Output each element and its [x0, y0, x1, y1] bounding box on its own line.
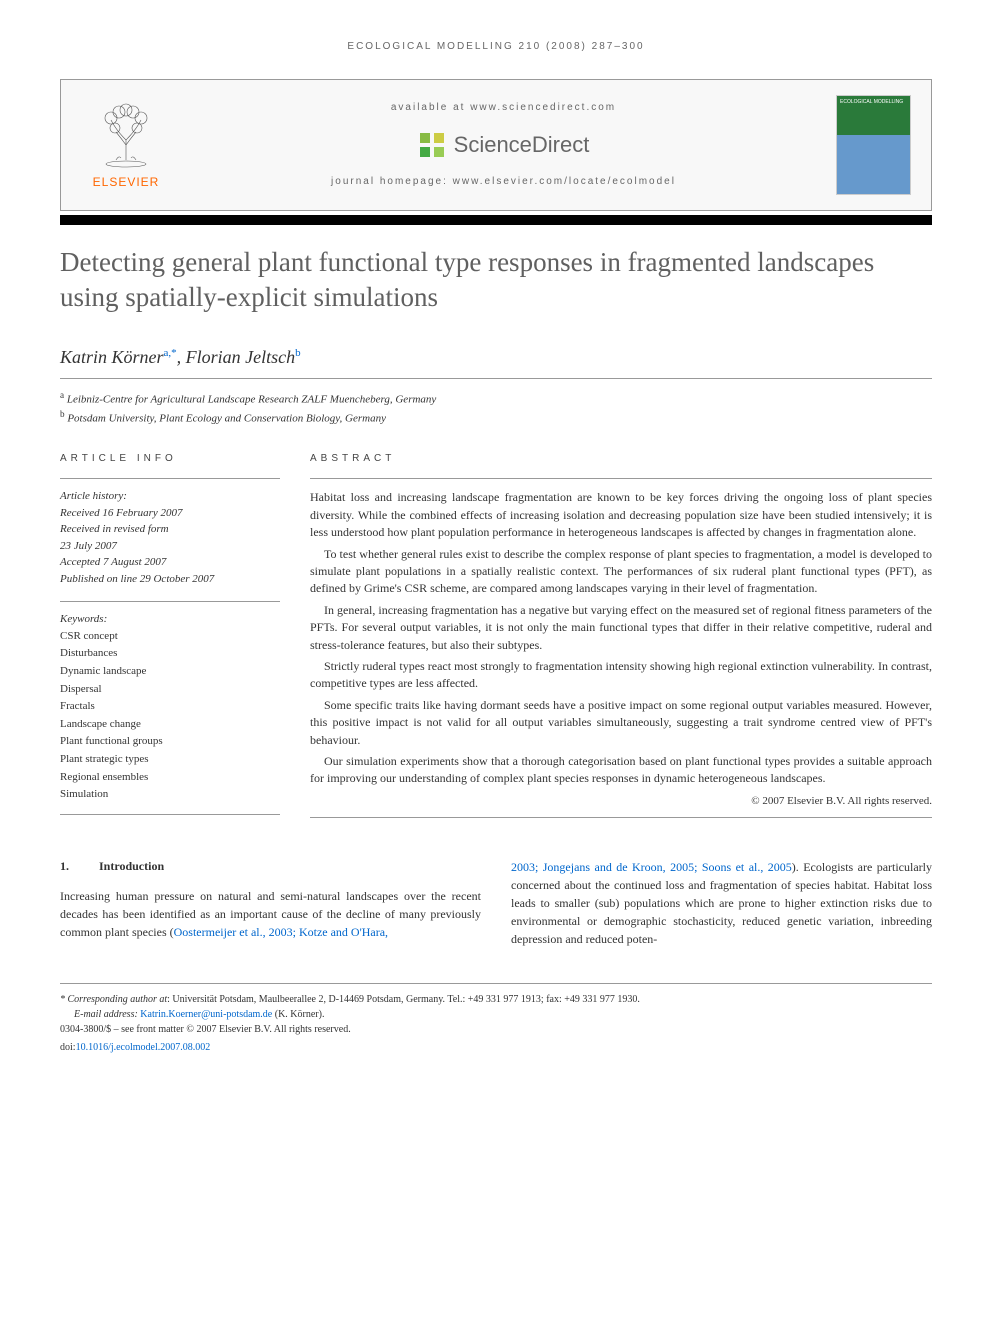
history-accepted: Accepted 7 August 2007 — [60, 554, 280, 571]
available-at-text: available at www.sciencedirect.com — [191, 101, 816, 115]
abstract-p4: Strictly ruderal types react most strong… — [310, 658, 932, 693]
history-label: Article history: — [60, 489, 280, 504]
info-abstract-row: ARTICLE INFO Article history: Received 1… — [60, 452, 932, 828]
journal-homepage-text: journal homepage: www.elsevier.com/locat… — [191, 175, 816, 189]
sciencedirect-icon — [418, 131, 446, 159]
doi-line: doi:10.1016/j.ecolmodel.2007.08.002 — [60, 1041, 932, 1055]
keyword-item: CSR concept — [60, 628, 280, 646]
author-sep: , — [177, 347, 186, 367]
citation-link[interactable]: Oostermeijer et al., 2003; Kotze and O'H… — [174, 925, 388, 939]
aff-a-text: Leibniz-Centre for Agricultural Landscap… — [64, 394, 436, 406]
corresponding-author-note: * Corresponding author at: Universität P… — [60, 992, 932, 1007]
divider — [310, 817, 932, 818]
email-suffix: (K. Körner). — [272, 1009, 324, 1020]
aff-b-text: Potsdam University, Plant Ecology and Co… — [65, 413, 386, 425]
keyword-item: Disturbances — [60, 645, 280, 663]
keyword-item: Landscape change — [60, 716, 280, 734]
article-info-col: ARTICLE INFO Article history: Received 1… — [60, 452, 280, 828]
running-head: ECOLOGICAL MODELLING 210 (2008) 287–300 — [60, 40, 932, 54]
abstract-p5: Some specific traits like having dormant… — [310, 697, 932, 749]
abstract-p2: To test whether general rules exist to d… — [310, 546, 932, 598]
page-footer: * Corresponding author at: Universität P… — [60, 983, 932, 1055]
keyword-item: Dispersal — [60, 681, 280, 699]
black-divider-bar — [60, 215, 932, 225]
cover-title: ECOLOGICAL MODELLING — [837, 96, 910, 109]
abstract-p1: Habitat loss and increasing landscape fr… — [310, 489, 932, 541]
keyword-item: Regional ensembles — [60, 769, 280, 787]
history-revised-1: Received in revised form — [60, 521, 280, 538]
elsevier-tree-icon — [91, 100, 161, 170]
divider — [60, 601, 280, 602]
abstract-p6: Our simulation experiments show that a t… — [310, 753, 932, 788]
affiliation-a: a Leibniz-Centre for Agricultural Landsc… — [60, 389, 932, 408]
body-col-left: 1. Introduction Increasing human pressure… — [60, 858, 481, 948]
email-link[interactable]: Katrin.Koerner@uni-potsdam.de — [140, 1009, 272, 1020]
journal-header-box: ELSEVIER available at www.sciencedirect.… — [60, 79, 932, 211]
affiliations-block: a Leibniz-Centre for Agricultural Landsc… — [60, 389, 932, 427]
authors-line: Katrin Körnera,*, Florian Jeltschb — [60, 345, 932, 370]
keywords-label: Keywords: — [60, 612, 280, 627]
elsevier-name: ELSEVIER — [93, 174, 160, 191]
article-title: Detecting general plant functional type … — [60, 245, 932, 315]
keyword-item: Fractals — [60, 698, 280, 716]
divider — [60, 378, 932, 379]
history-published: Published on line 29 October 2007 — [60, 571, 280, 588]
body-paragraph-left: Increasing human pressure on natural and… — [60, 887, 481, 941]
journal-cover-thumbnail: ECOLOGICAL MODELLING — [836, 95, 911, 195]
section-1-num: 1. — [60, 858, 69, 875]
body-paragraph-right: 2003; Jongejans and de Kroon, 2005; Soon… — [511, 858, 932, 948]
abstract-copyright: © 2007 Elsevier B.V. All rights reserved… — [310, 794, 932, 809]
keyword-item: Dynamic landscape — [60, 663, 280, 681]
abstract-col: ABSTRACT Habitat loss and increasing lan… — [310, 452, 932, 828]
issn-line: 0304-3800/$ – see front matter © 2007 El… — [60, 1022, 932, 1037]
section-1-title: Introduction — [99, 859, 164, 873]
sciencedirect-logo: ScienceDirect — [191, 130, 816, 161]
author-2-name: Florian Jeltsch — [186, 347, 295, 367]
sciencedirect-text: ScienceDirect — [454, 130, 590, 161]
body-col-right: 2003; Jongejans and de Kroon, 2005; Soon… — [511, 858, 932, 948]
history-revised-2: 23 July 2007 — [60, 538, 280, 555]
page-container: ECOLOGICAL MODELLING 210 (2008) 287–300 … — [0, 0, 992, 1085]
history-received: Received 16 February 2007 — [60, 505, 280, 522]
article-info-label: ARTICLE INFO — [60, 452, 280, 466]
corr-label: * Corresponding author at — [60, 994, 167, 1005]
citation-link[interactable]: 2003; Jongejans and de Kroon, 2005; Soon… — [511, 860, 792, 874]
abstract-label: ABSTRACT — [310, 452, 932, 466]
divider — [60, 814, 280, 815]
elsevier-logo: ELSEVIER — [81, 95, 171, 195]
author-1-name: Katrin Körner — [60, 347, 164, 367]
email-note: E-mail address: Katrin.Koerner@uni-potsd… — [60, 1007, 932, 1022]
author-1-sup: a,* — [164, 347, 177, 359]
affiliation-b: b Potsdam University, Plant Ecology and … — [60, 408, 932, 427]
body-columns: 1. Introduction Increasing human pressure… — [60, 858, 932, 948]
abstract-p3: In general, increasing fragmentation has… — [310, 602, 932, 654]
divider — [60, 478, 280, 479]
keyword-item: Simulation — [60, 786, 280, 804]
corr-text: : Universität Potsdam, Maulbeerallee 2, … — [167, 994, 640, 1005]
author-2-sup: b — [295, 347, 301, 359]
doi-link[interactable]: 10.1016/j.ecolmodel.2007.08.002 — [76, 1042, 211, 1053]
email-label: E-mail address: — [74, 1009, 140, 1020]
header-center: available at www.sciencedirect.com Scien… — [171, 101, 836, 190]
section-1-heading: 1. Introduction — [60, 858, 481, 875]
keyword-item: Plant strategic types — [60, 751, 280, 769]
keyword-item: Plant functional groups — [60, 733, 280, 751]
divider — [310, 478, 932, 479]
doi-label: doi: — [60, 1042, 76, 1053]
